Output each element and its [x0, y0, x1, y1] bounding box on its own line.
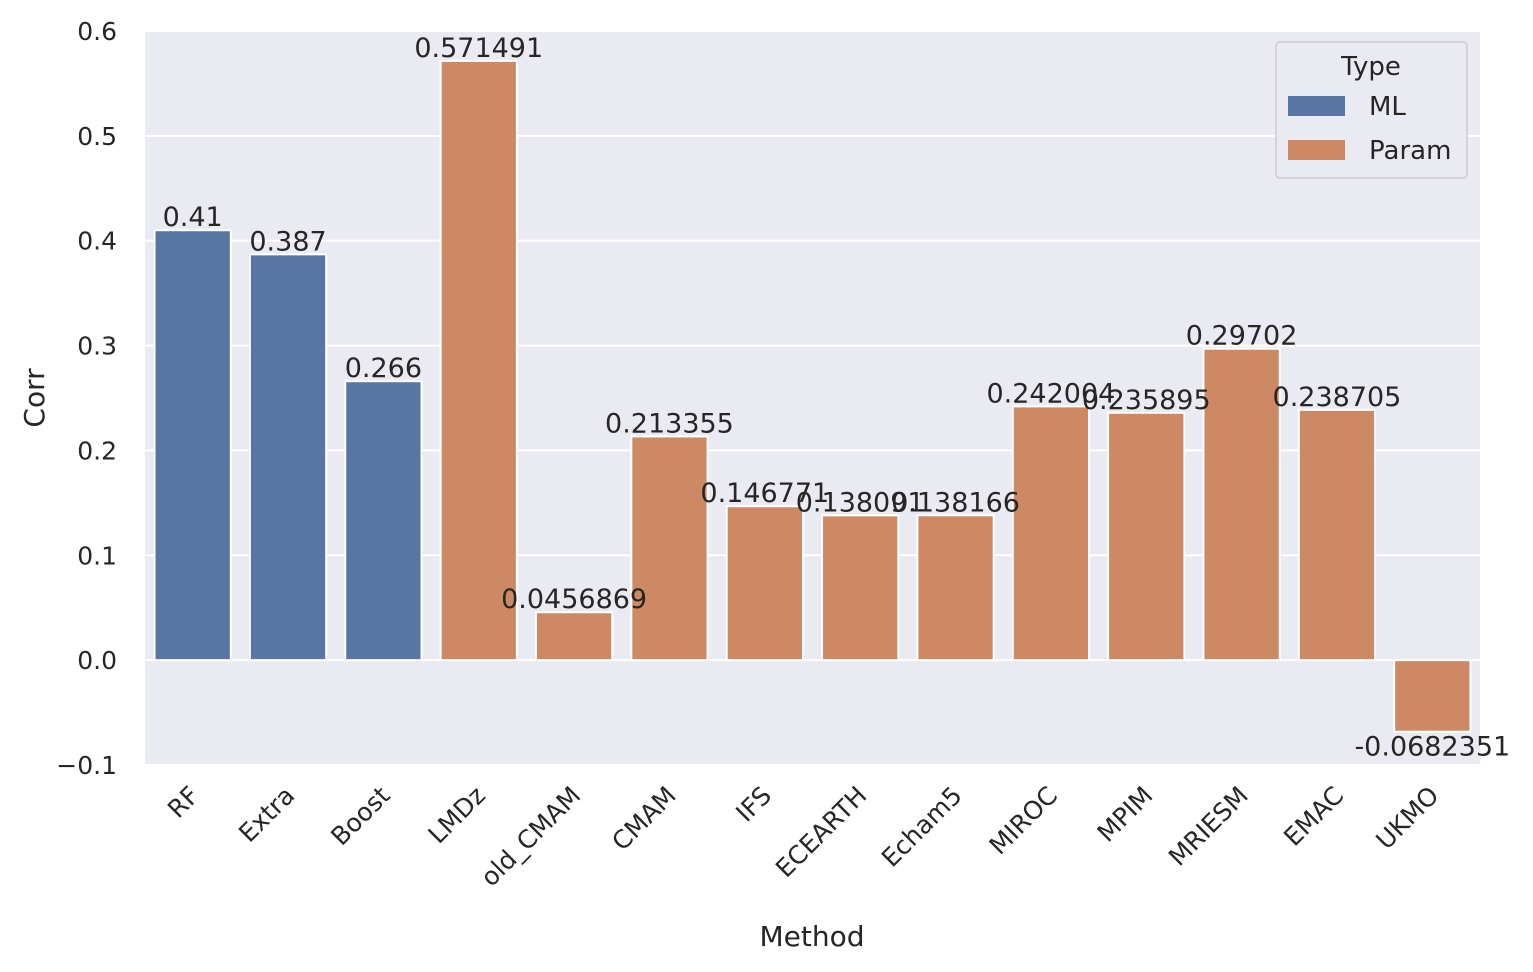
- legend-title: Type: [1340, 52, 1401, 82]
- y-tick-label: −0.1: [56, 751, 117, 780]
- data-label: 0.0456869: [501, 584, 647, 615]
- bar-mpim: [1107, 411, 1186, 662]
- legend-swatch: [1288, 96, 1345, 116]
- y-tick-label: 0.2: [77, 436, 117, 465]
- y-tick-labels: −0.1 0.0 0.1 0.2 0.3 0.4 0.5 0.6: [56, 17, 117, 780]
- bar-emac: [1297, 408, 1377, 662]
- x-tick-label: MRIESM: [1163, 781, 1254, 872]
- data-labels-group: 0.41 0.387 0.266 0.571491 0.0456869 0.213355 0…: [163, 33, 1511, 763]
- y-tick-label: 0.4: [77, 227, 117, 256]
- data-label: 0.213355: [605, 408, 734, 439]
- bar-ukmo: [1393, 659, 1472, 733]
- x-tick-label: ECEARTH: [770, 781, 872, 883]
- bar-lmdz: [439, 59, 518, 662]
- data-label: 0.571491: [414, 33, 543, 64]
- x-tick-label: LMDz: [422, 781, 491, 850]
- data-label: 0.266: [345, 353, 422, 384]
- data-label: 0.387: [249, 226, 326, 257]
- legend-label: Param: [1369, 136, 1451, 166]
- x-axis-title: Method: [759, 920, 864, 953]
- x-tick-label: Extra: [233, 781, 300, 848]
- data-label: 0.235895: [1082, 385, 1211, 416]
- data-label: 0.41: [163, 202, 223, 233]
- x-tick-label: UKMO: [1370, 781, 1444, 855]
- x-tick-label: Echam5: [876, 781, 968, 873]
- legend-swatch: [1288, 140, 1345, 160]
- y-tick-label: 0.3: [77, 332, 117, 361]
- x-tick-label: CMAM: [606, 781, 681, 856]
- legend-label: ML: [1369, 92, 1406, 122]
- bar-extra: [248, 253, 328, 662]
- x-tick-label: Boost: [325, 781, 396, 852]
- x-tick-label: IFS: [730, 781, 777, 828]
- legend: Type ML Param: [1275, 41, 1468, 179]
- bar-ifs: [725, 505, 804, 662]
- bar-echam5: [916, 514, 995, 662]
- y-tick-label: 0.1: [77, 541, 117, 570]
- bars-group: [153, 59, 1472, 733]
- y-tick-label: 0.6: [77, 17, 117, 46]
- y-tick-label: 0.0: [77, 646, 117, 675]
- bar-ecearth: [821, 514, 900, 662]
- data-label: 0.138166: [891, 487, 1020, 518]
- bar-old-cmam: [534, 611, 614, 662]
- bar-miroc: [1011, 405, 1091, 662]
- x-tick-label: EMAC: [1278, 781, 1349, 852]
- bar-mriesm: [1202, 347, 1281, 662]
- x-tick-label: MIROC: [984, 781, 1064, 861]
- x-tick-label: RF: [162, 781, 205, 824]
- data-label: 0.138091: [796, 487, 925, 518]
- data-label: 0.146771: [700, 478, 829, 509]
- data-label: 0.238705: [1273, 382, 1402, 413]
- x-tick-label: MPIM: [1092, 781, 1159, 848]
- bar-cmam: [630, 435, 709, 662]
- y-axis-title: Corr: [18, 368, 51, 428]
- data-label: 0.29702: [1186, 321, 1298, 352]
- bar-rf: [153, 229, 232, 662]
- bar-boost: [344, 380, 423, 662]
- data-label: 0.242004: [986, 378, 1115, 409]
- y-tick-label: 0.5: [77, 122, 117, 151]
- data-label: -0.0682351: [1354, 732, 1510, 763]
- x-tick-label: old_CMAM: [475, 781, 586, 892]
